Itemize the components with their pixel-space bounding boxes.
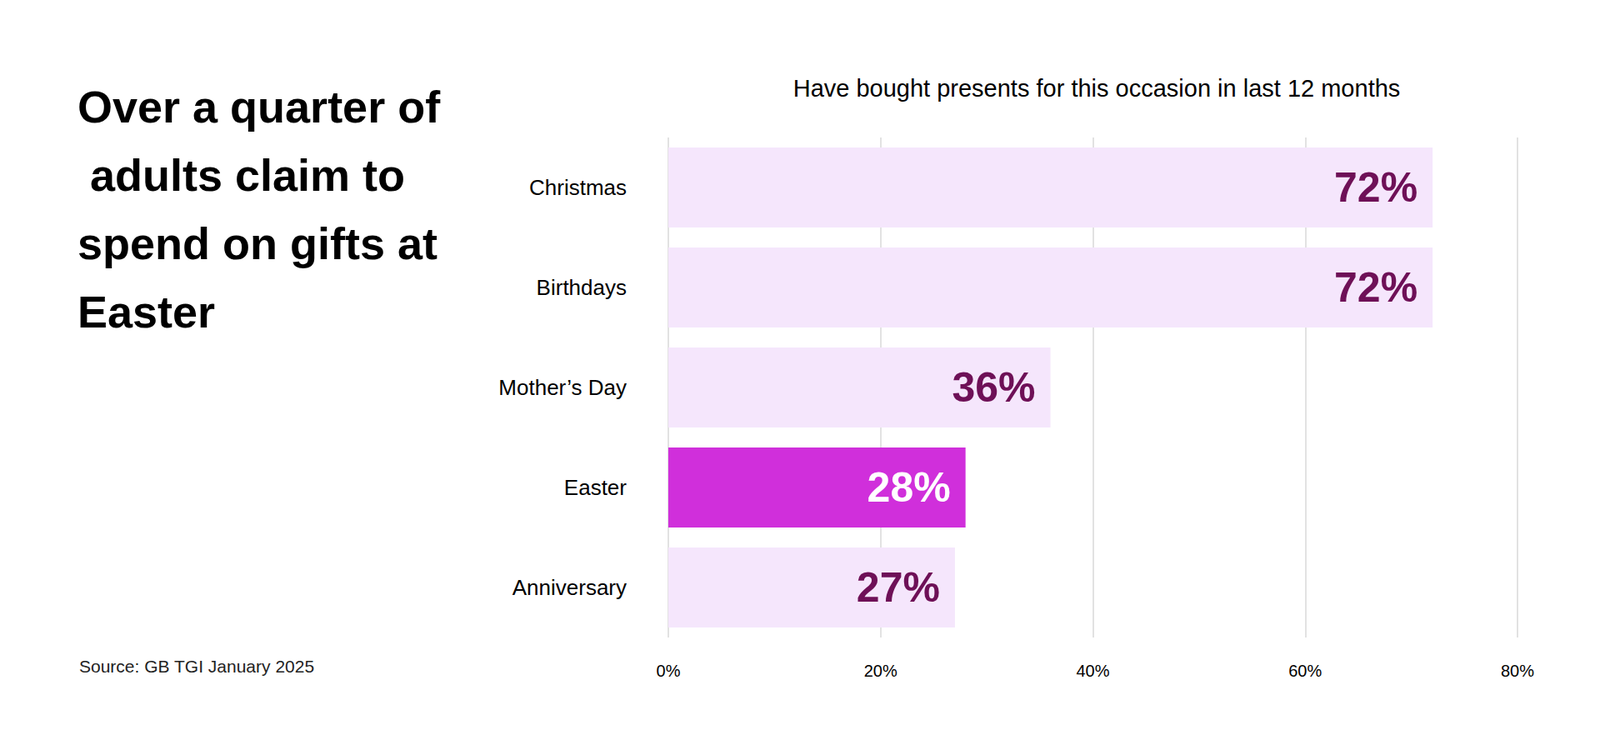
svg-text:60%: 60% xyxy=(1288,661,1322,680)
svg-text:28%: 28% xyxy=(867,464,951,511)
svg-text:Christmas: Christmas xyxy=(529,175,627,200)
svg-text:20%: 20% xyxy=(864,661,898,680)
svg-text:80%: 80% xyxy=(1500,661,1535,680)
svg-text:adults claim to: adults claim to xyxy=(77,150,418,200)
svg-text:spend on gifts at: spend on gifts at xyxy=(77,218,450,269)
svg-text:Birthdays: Birthdays xyxy=(536,275,627,300)
svg-text:Easter: Easter xyxy=(564,475,627,500)
svg-text:Source: GB TGI January 2025: Source: GB TGI January 2025 xyxy=(79,656,315,676)
svg-text:Over a quarter of: Over a quarter of xyxy=(77,81,441,132)
svg-text:72%: 72% xyxy=(1334,264,1418,311)
svg-text:Have bought presents for this: Have bought presents for this occasion i… xyxy=(793,75,1401,102)
svg-text:Mother’s Day: Mother’s Day xyxy=(498,375,627,400)
svg-text:Easter: Easter xyxy=(77,286,215,337)
svg-text:Anniversary: Anniversary xyxy=(512,575,627,600)
svg-text:40%: 40% xyxy=(1075,661,1110,680)
svg-text:72%: 72% xyxy=(1334,164,1418,211)
svg-text:27%: 27% xyxy=(856,564,940,611)
svg-text:36%: 36% xyxy=(951,364,1035,411)
svg-text:0%: 0% xyxy=(656,661,681,680)
